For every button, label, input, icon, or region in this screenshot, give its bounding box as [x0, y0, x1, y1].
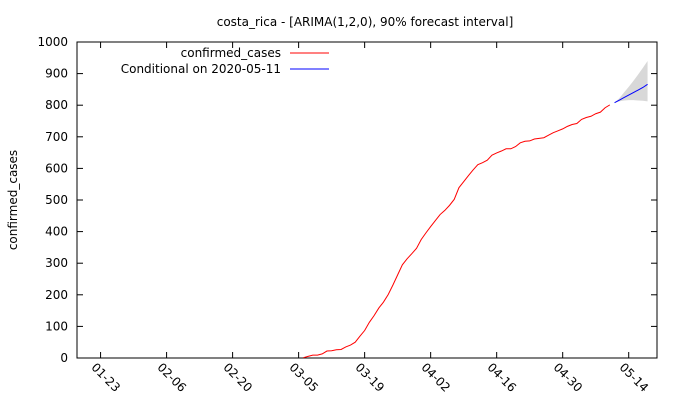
series-line-confirmed-cases	[303, 104, 611, 359]
x-tick-label: 02-20	[220, 360, 255, 395]
y-ticks: 0 100 200 300 400 500 600 700 800 900 1000	[37, 35, 657, 365]
y-tick-label: 400	[45, 225, 68, 239]
legend-label-forecast: Conditional on 2020-05-11	[121, 62, 281, 76]
x-tick-label: 04-02	[419, 360, 454, 395]
x-ticks: 01-23 02-06 02-20 03-05 03-19 04-02 04-16 04-30…	[88, 42, 651, 395]
y-tick-label: 300	[45, 256, 68, 270]
series-line-forecast	[614, 83, 648, 104]
y-tick-label: 100	[45, 319, 68, 333]
x-tick-label: 03-19	[353, 360, 388, 395]
x-tick-label: 01-23	[88, 360, 123, 395]
x-tick-label: 04-16	[485, 360, 520, 395]
y-tick-label: 800	[45, 98, 68, 112]
x-tick-label: 02-06	[154, 360, 189, 395]
x-tick-label: 04-30	[551, 360, 586, 395]
plot-frame	[76, 41, 658, 359]
chart-title: costa_rica - [ARIMA(1,2,0), 90% forecast…	[217, 15, 514, 29]
x-tick-label: 05-14	[617, 360, 652, 395]
y-tick-label: 200	[45, 288, 68, 302]
forecast-interval-band	[614, 60, 648, 103]
y-axis-label: confirmed_cases	[6, 150, 20, 250]
series-layer	[303, 83, 648, 359]
y-tick-label: 900	[45, 67, 68, 81]
plot-border	[76, 41, 658, 359]
y-tick-label: 600	[45, 161, 68, 175]
legend: confirmed_cases Conditional on 2020-05-1…	[121, 46, 329, 76]
y-tick-label: 1000	[37, 35, 68, 49]
legend-label-confirmed-cases: confirmed_cases	[181, 46, 281, 60]
x-tick-label: 03-05	[287, 360, 322, 395]
y-tick-label: 700	[45, 130, 68, 144]
y-tick-label: 500	[45, 193, 68, 207]
forecast-interval-layer	[614, 60, 648, 103]
y-tick-label: 0	[60, 351, 68, 365]
